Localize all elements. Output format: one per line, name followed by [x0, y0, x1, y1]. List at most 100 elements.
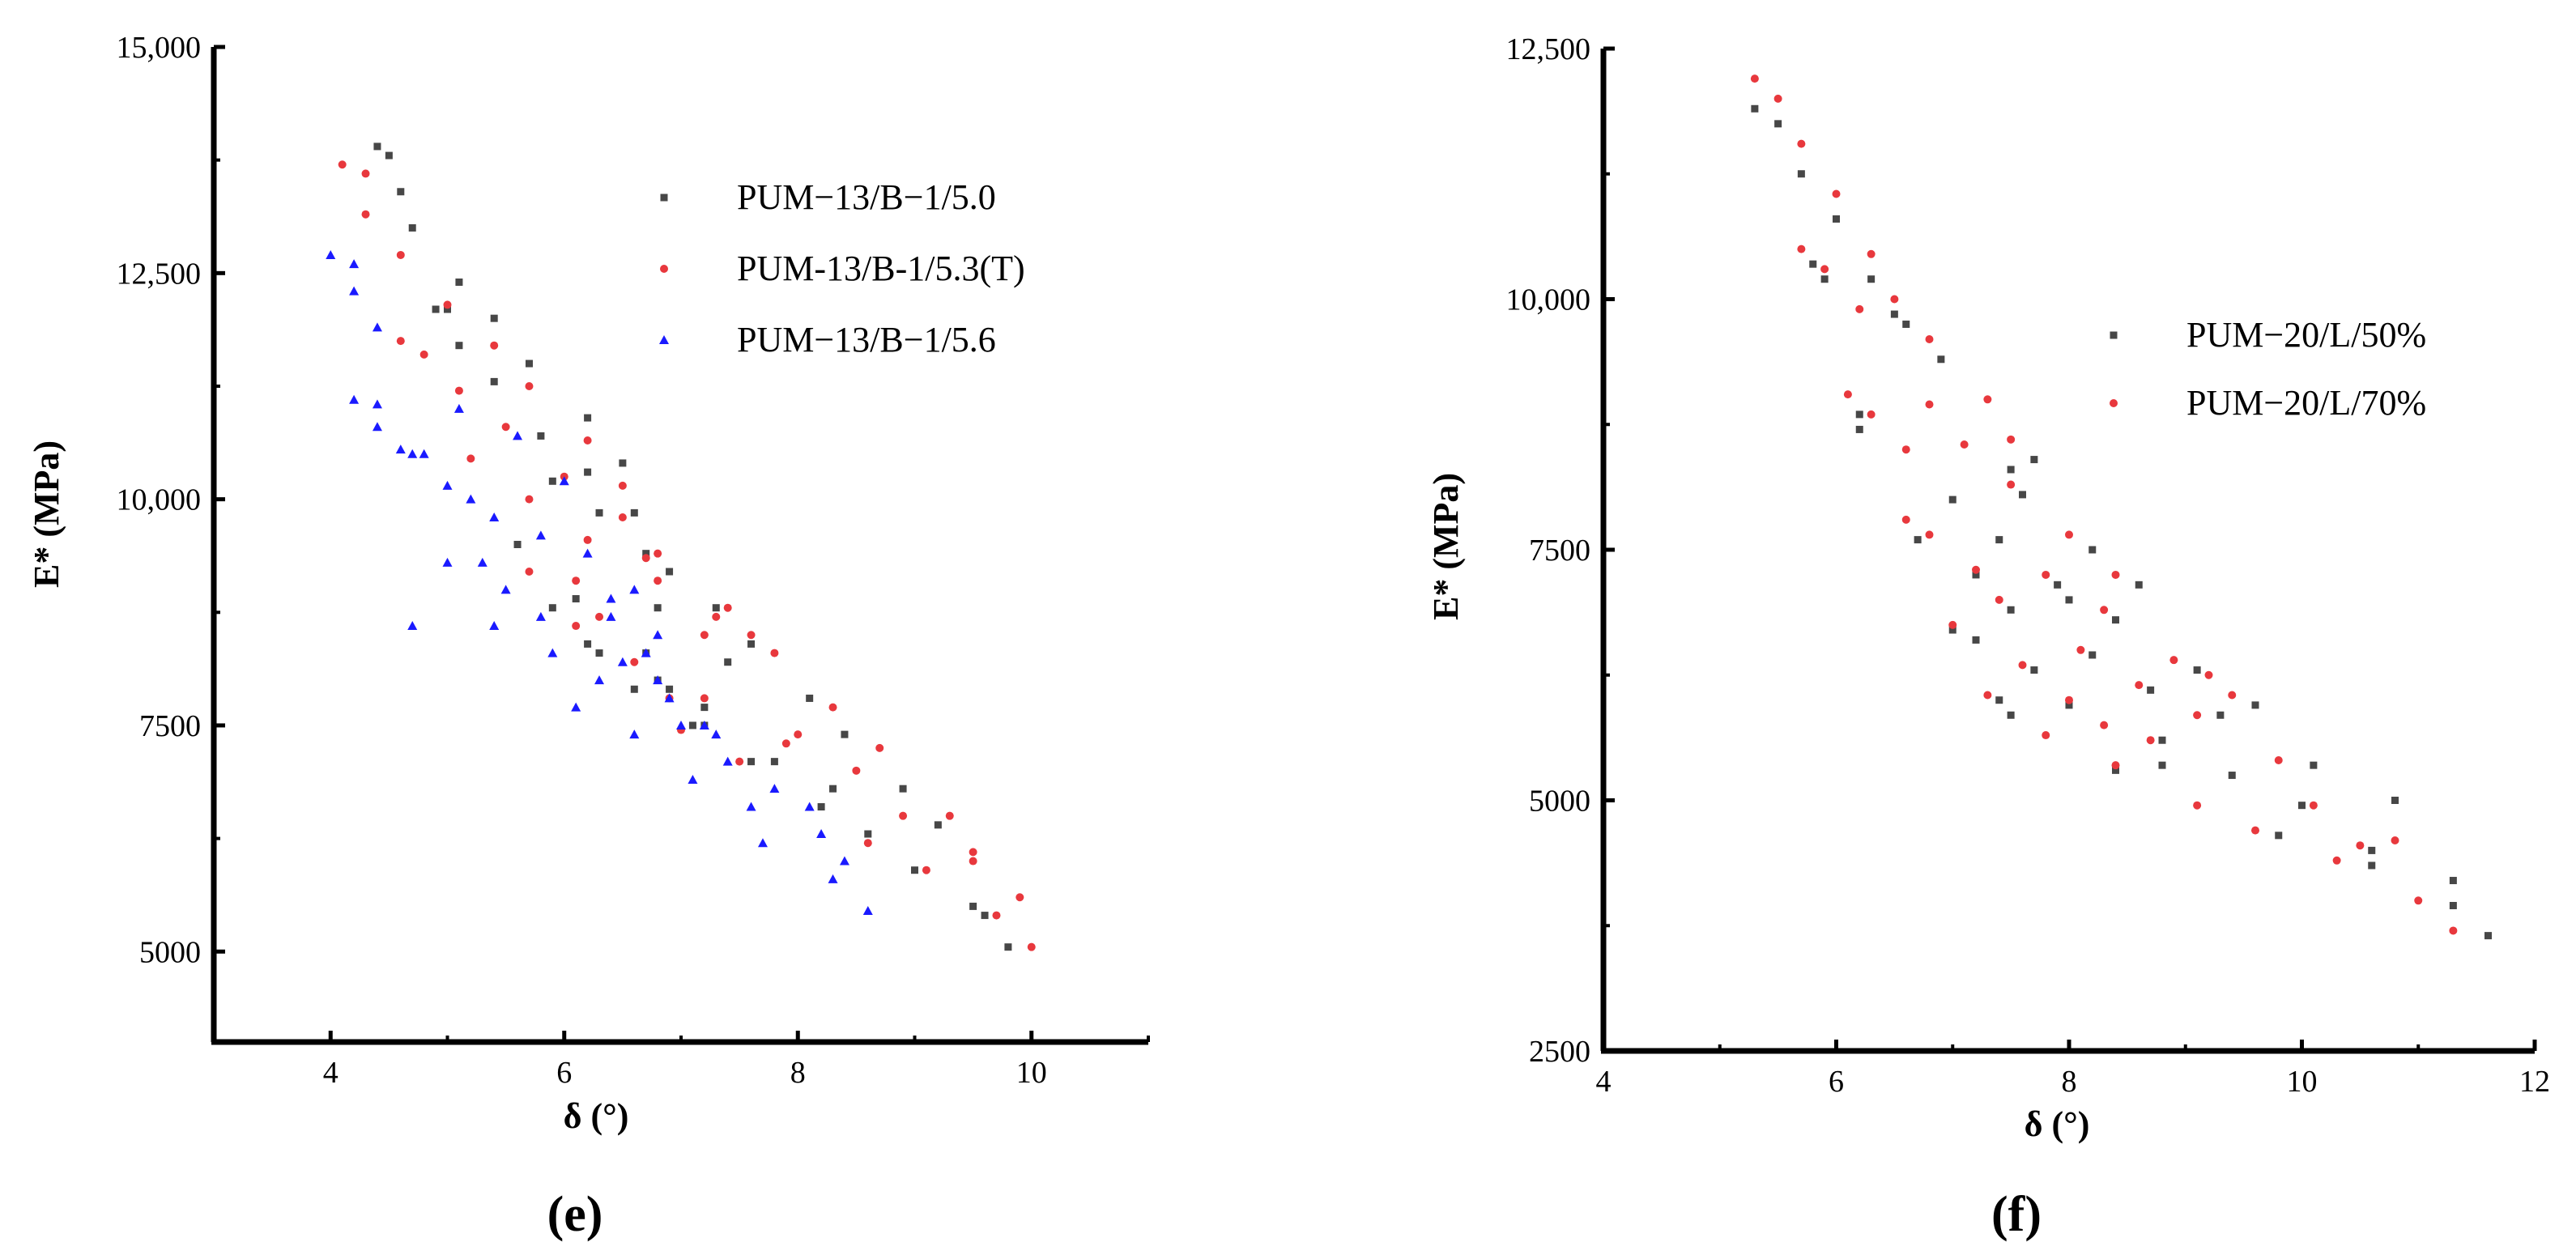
- data-point: [407, 621, 418, 631]
- data-point: [700, 694, 709, 703]
- data-point: [1832, 189, 1841, 198]
- data-point: [2007, 711, 2015, 719]
- data-point: [2042, 731, 2050, 740]
- series-2: [326, 249, 873, 915]
- data-point: [584, 414, 592, 422]
- x-tick-label: 8: [790, 1056, 806, 1090]
- y-tick-label: 10,000: [1506, 283, 1591, 317]
- data-point: [618, 513, 627, 521]
- data-point: [1809, 260, 1817, 268]
- data-point: [513, 541, 522, 548]
- data-point: [2018, 661, 2027, 670]
- data-point: [654, 604, 662, 612]
- data-point: [2146, 736, 2155, 745]
- data-point: [606, 593, 616, 603]
- data-point: [1867, 249, 1876, 258]
- data-point: [1027, 942, 1036, 951]
- data-point: [443, 300, 452, 309]
- data-point: [688, 774, 698, 784]
- data-point: [839, 856, 849, 866]
- data-point: [572, 595, 580, 603]
- data-point: [396, 250, 405, 259]
- data-point: [2228, 691, 2237, 700]
- data-point: [630, 685, 638, 693]
- data-point: [1925, 530, 1934, 539]
- data-point: [1890, 310, 1898, 318]
- legend-marker: [660, 194, 668, 202]
- data-point: [1960, 440, 1969, 449]
- data-point: [1855, 425, 1863, 433]
- data-point: [945, 811, 954, 820]
- data-point: [841, 730, 849, 738]
- data-point: [2391, 836, 2399, 845]
- y-axis-label-f: E* (MPa): [1426, 473, 1466, 620]
- data-point: [981, 912, 989, 920]
- data-point: [1948, 620, 1957, 629]
- data-point: [1972, 636, 1980, 644]
- x-axis-label-f: δ (°): [2025, 1104, 2090, 1144]
- axes-e: 4 6 8 10 5000 7500 10,000 12,500 15,000: [117, 31, 1150, 1090]
- data-point: [2414, 896, 2423, 905]
- data-point: [454, 386, 463, 395]
- data-point: [372, 422, 382, 432]
- data-point: [747, 640, 756, 648]
- data-point: [2065, 701, 2073, 709]
- data-point: [676, 720, 686, 729]
- data-point: [349, 259, 360, 269]
- data-point: [2484, 932, 2492, 940]
- data-point: [559, 476, 569, 486]
- data-point: [525, 381, 534, 390]
- y-tick-label: 7500: [139, 709, 201, 743]
- data-point: [2298, 802, 2306, 810]
- data-point: [1015, 893, 1024, 902]
- data-point: [828, 703, 837, 712]
- data-point: [2147, 686, 2155, 694]
- data-point: [629, 585, 640, 594]
- data-point: [1774, 120, 1782, 128]
- data-point: [2368, 861, 2376, 870]
- data-point: [653, 675, 663, 685]
- data-point: [654, 576, 662, 585]
- data-point: [629, 729, 640, 739]
- data-point: [2030, 456, 2038, 464]
- data-point: [781, 739, 790, 748]
- data-point: [396, 337, 405, 346]
- data-point: [2216, 711, 2225, 719]
- data-point: [1750, 74, 1759, 83]
- data-point: [828, 874, 838, 883]
- data-point: [453, 403, 464, 413]
- data-point: [700, 704, 709, 712]
- data-point: [1004, 943, 1012, 951]
- panel-label-e: (e): [547, 1187, 603, 1242]
- data-point: [572, 622, 581, 631]
- data-point: [1983, 691, 1992, 700]
- data-point: [630, 657, 639, 666]
- data-point: [2204, 670, 2213, 679]
- data-point: [2449, 877, 2457, 885]
- data-point: [1925, 400, 1934, 409]
- data-point: [594, 675, 605, 685]
- data-point: [2169, 656, 2178, 665]
- data-point: [1902, 320, 1910, 328]
- data-point: [444, 305, 451, 313]
- data-point: [349, 394, 360, 404]
- data-point: [2368, 846, 2376, 854]
- data-point: [770, 649, 779, 657]
- legend-f: PUM−20/L/50% PUM−20/L/70%: [2110, 315, 2426, 423]
- data-point: [2111, 761, 2120, 770]
- legend-e: PUM−13/B−1/5.0 PUM-13/B-1/5.3(T) PUM−13/B−…: [659, 177, 1025, 359]
- x-tick-label: 4: [323, 1056, 338, 1090]
- data-point: [1937, 355, 1945, 364]
- data-point: [852, 766, 861, 775]
- y-tick-label: 15,000: [117, 31, 202, 65]
- data-point: [1867, 410, 1876, 419]
- data-point: [829, 785, 837, 793]
- data-point: [804, 802, 815, 811]
- data-point: [1773, 94, 1782, 103]
- data-point: [1797, 139, 1806, 148]
- y-tick-label: 10,000: [117, 483, 202, 517]
- data-point: [747, 631, 756, 640]
- data-point: [1901, 515, 1910, 524]
- data-point: [757, 838, 768, 848]
- data-point: [1901, 445, 1910, 454]
